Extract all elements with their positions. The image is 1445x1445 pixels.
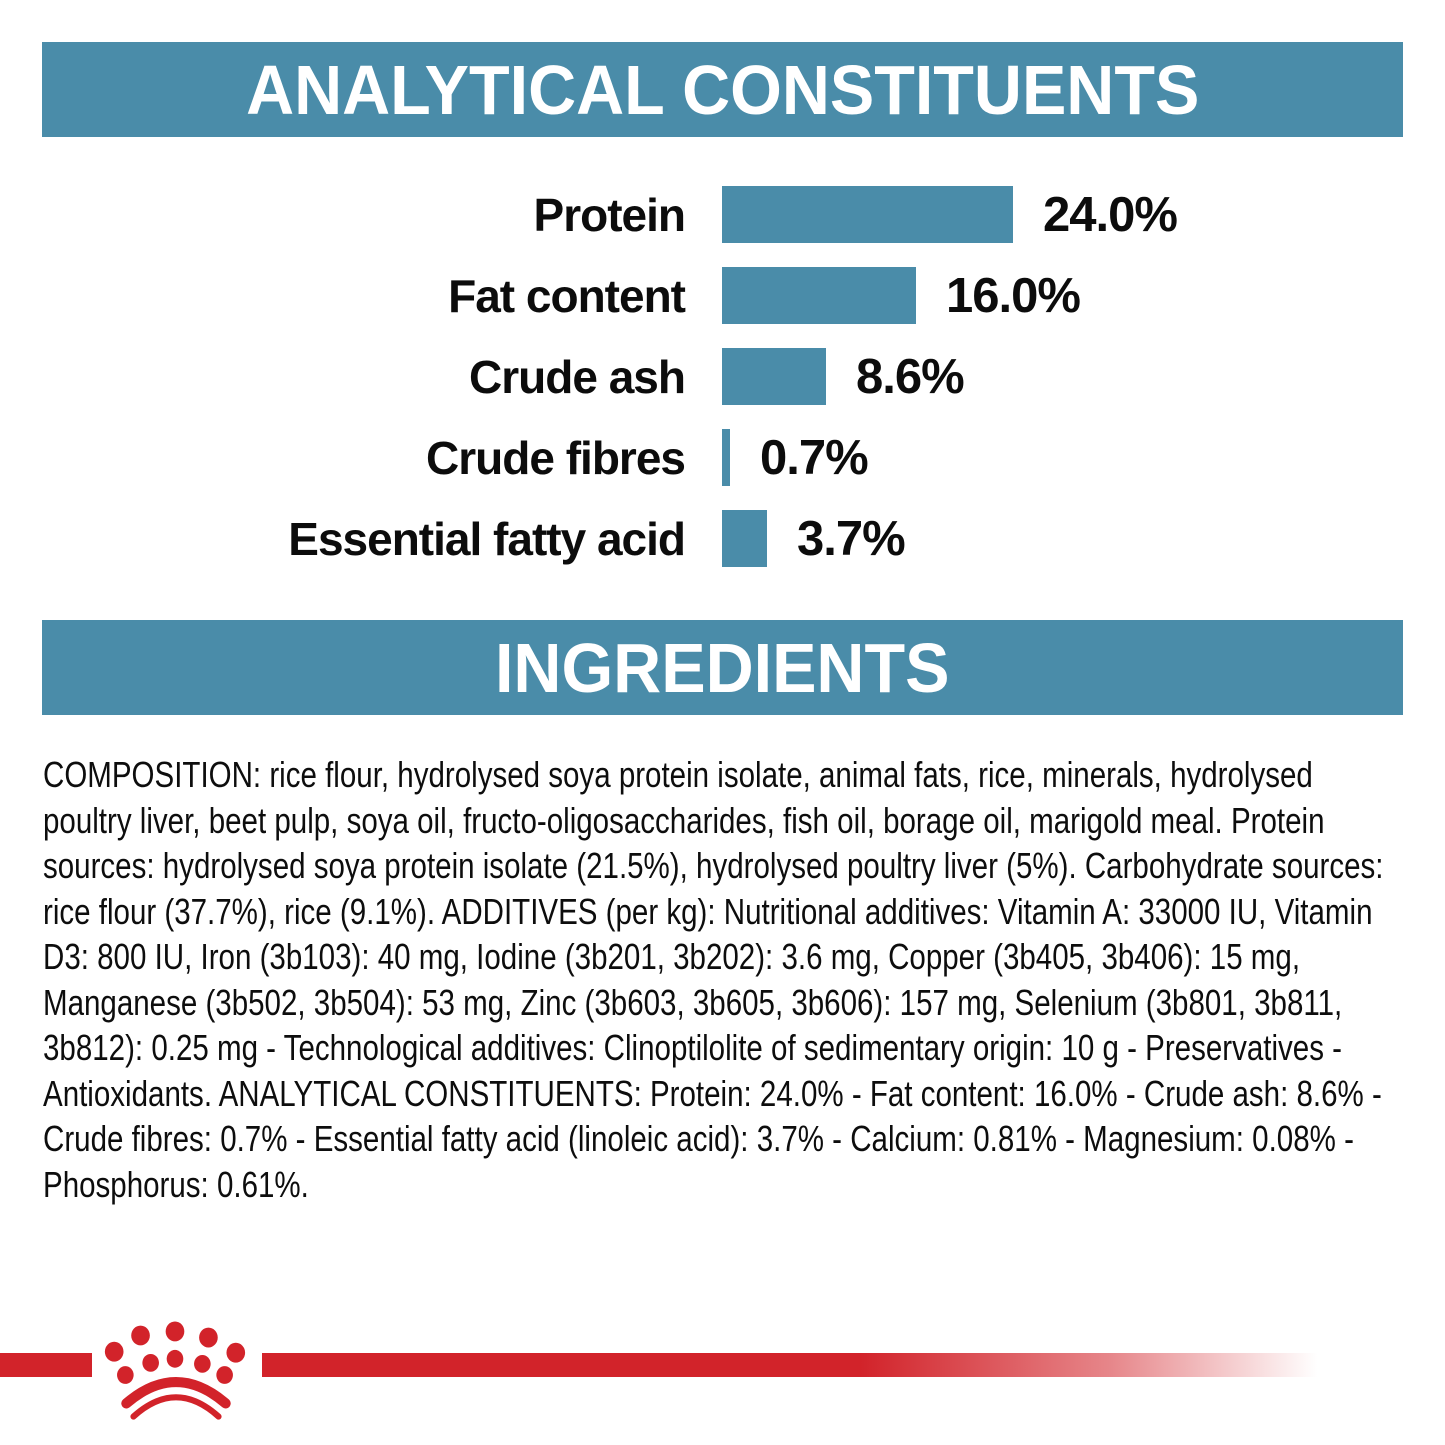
crown-dot-inner-3 [166, 1349, 184, 1368]
analytical-constituents-chart: Protein 24.0% Fat content 16.0% Crude ash 8.6… [0, 186, 1445, 567]
red-divider-line-left [0, 1353, 92, 1377]
chart-value-label: 8.6% [856, 349, 965, 404]
red-divider-line-right [262, 1353, 1350, 1377]
chart-value-label: 24.0% [1043, 187, 1178, 242]
crown-dot-outer-1 [104, 1341, 124, 1362]
chart-row: Essential fatty acid 3.7% [0, 510, 1445, 567]
chart-bar [722, 267, 916, 324]
crown-dot-outer-3 [165, 1321, 185, 1342]
chart-bar [722, 186, 1013, 243]
crown-dot-inner-4 [194, 1354, 211, 1373]
chart-row: Fat content 16.0% [0, 267, 1445, 324]
chart-bar [722, 429, 730, 486]
analytical-constituents-title: ANALYTICAL CONSTITUENTS [245, 50, 1200, 129]
chart-value-label: 3.7% [797, 511, 906, 566]
chart-category-label: Essential fatty acid [288, 512, 686, 565]
crown-dot-outer-4 [199, 1327, 218, 1348]
crown-dot-inner-5 [216, 1366, 233, 1384]
chart-category-label: Crude ash [469, 350, 686, 403]
ingredients-banner: INGREDIENTS [42, 620, 1403, 715]
crown-base-arcs [121, 1377, 231, 1420]
crown-dot-outer-2 [131, 1325, 150, 1346]
royal-canin-crown-logo [104, 1321, 246, 1420]
crown-arc-thin [130, 1394, 222, 1420]
analytical-constituents-banner: ANALYTICAL CONSTITUENTS [42, 42, 1403, 137]
ingredients-title: INGREDIENTS [495, 628, 950, 707]
chart-category-label: Protein [533, 188, 686, 241]
crown-dots [104, 1321, 246, 1384]
composition-text: COMPOSITION: rice flour, hydrolysed soya… [43, 754, 1384, 1205]
crown-dot-inner-2 [142, 1353, 159, 1372]
chart-category-label: Fat content [448, 269, 686, 322]
chart-row: Crude ash 8.6% [0, 348, 1445, 405]
crown-dot-outer-5 [226, 1342, 246, 1363]
chart-bar [722, 348, 826, 405]
chart-value-label: 16.0% [946, 268, 1081, 323]
chart-value-label: 0.7% [760, 430, 869, 485]
chart-bar [722, 510, 767, 567]
crown-arc-thick [121, 1377, 231, 1409]
chart-row: Crude fibres 0.7% [0, 429, 1445, 486]
chart-category-label: Crude fibres [426, 431, 686, 484]
crown-dot-inner-1 [117, 1366, 134, 1384]
chart-row: Protein 24.0% [0, 186, 1445, 243]
